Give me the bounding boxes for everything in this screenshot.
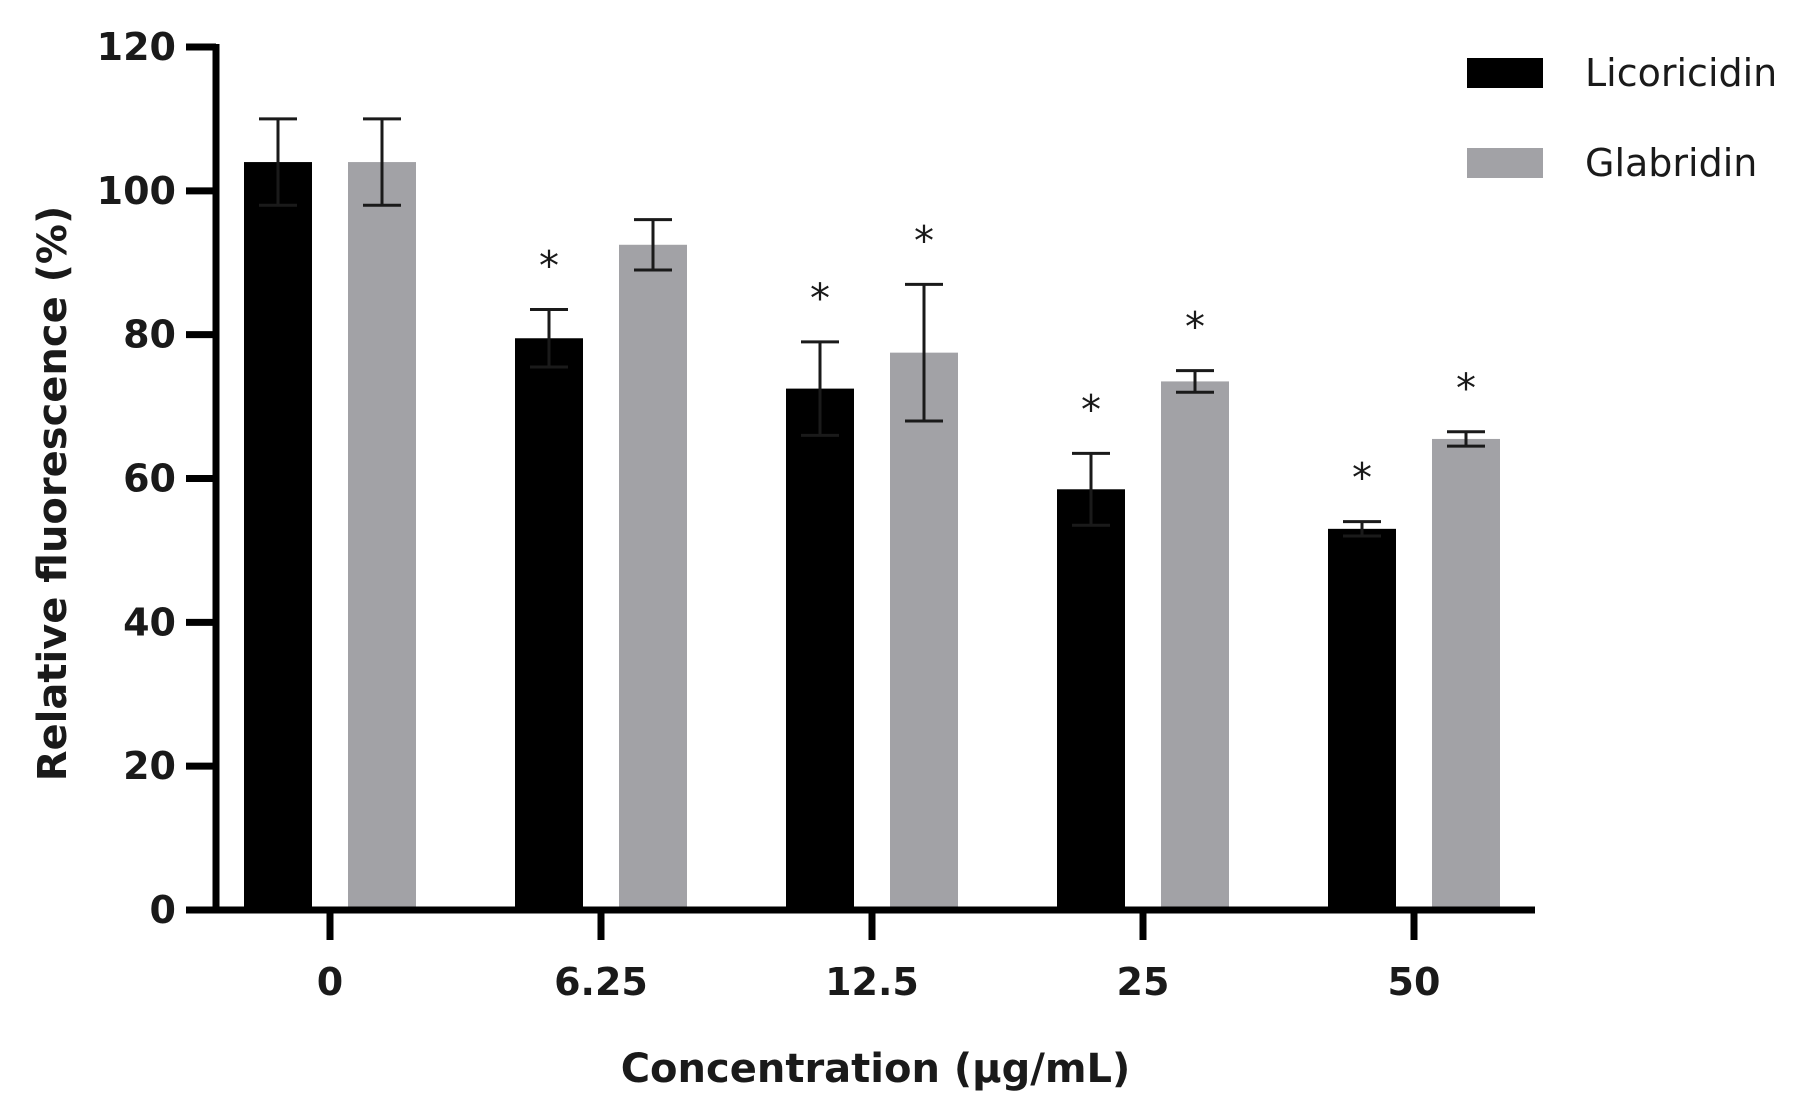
axes-group: 0 6.25 12.5 25 50 0 20 40 60 80 100 120 — [97, 25, 1535, 1004]
significance-glabridin-50: * — [1456, 366, 1476, 412]
x-tick-label: 12.5 — [825, 960, 919, 1004]
y-tick-label: 40 — [123, 600, 176, 644]
bar-licoricidin-6_25 — [515, 338, 583, 910]
error-bar-licoricidin-0 — [259, 117, 297, 207]
x-tick-label: 25 — [1117, 960, 1170, 1004]
bar-glabridin-50 — [1432, 438, 1500, 910]
error-bar-glabridin-6_25 — [634, 218, 672, 272]
legend-label-licoricidin: Licoricidin — [1585, 51, 1777, 95]
y-tick-label: 120 — [97, 25, 176, 69]
y-tick-label: 60 — [123, 457, 176, 501]
y-tick-label: 100 — [97, 169, 176, 213]
bar-licoricidin-12_5 — [786, 388, 854, 911]
bar-glabridin-6_25 — [619, 244, 687, 911]
error-bars-group — [259, 117, 1485, 538]
bar-licoricidin-0 — [244, 162, 312, 911]
x-tick-label: 6.25 — [554, 960, 648, 1004]
error-bar-glabridin-0 — [363, 117, 401, 207]
legend: Licoricidin Glabridin — [1467, 51, 1777, 185]
y-tick-label: 80 — [123, 313, 176, 357]
error-bar-glabridin-50 — [1447, 430, 1485, 448]
significance-licoricidin-6_25: * — [539, 243, 559, 289]
y-tick-label: 0 — [150, 888, 176, 932]
x-tick-label: 50 — [1388, 960, 1441, 1004]
significance-licoricidin-25: * — [1081, 387, 1101, 433]
bar-glabridin-0 — [348, 162, 416, 911]
significance-marks-group: * * * * * * * — [539, 218, 1476, 501]
error-bar-glabridin-12_5 — [905, 282, 943, 423]
bar-licoricidin-50 — [1328, 528, 1396, 910]
bar-licoricidin-25 — [1057, 489, 1125, 910]
error-bar-licoricidin-6_25 — [530, 307, 568, 369]
x-axis-title: Concentration (µg/mL) — [621, 1046, 1131, 1092]
legend-swatch-glabridin — [1467, 148, 1543, 178]
error-bar-licoricidin-12_5 — [801, 340, 839, 437]
error-bar-licoricidin-50 — [1343, 520, 1381, 538]
y-axis-title: Relative fluorescence (%) — [30, 206, 76, 782]
bar-glabridin-25 — [1161, 381, 1229, 911]
y-tick-label: 20 — [123, 744, 176, 788]
legend-swatch-licoricidin — [1467, 58, 1543, 88]
significance-glabridin-12_5: * — [914, 218, 934, 264]
x-tick-label: 0 — [317, 960, 343, 1004]
significance-licoricidin-12_5: * — [810, 276, 830, 322]
bars-group — [244, 162, 1500, 911]
significance-glabridin-25: * — [1185, 305, 1205, 351]
bar-glabridin-12_5 — [890, 352, 958, 910]
legend-label-glabridin: Glabridin — [1585, 141, 1757, 185]
significance-licoricidin-50: * — [1352, 456, 1372, 502]
error-bar-glabridin-25 — [1176, 369, 1214, 394]
error-bar-licoricidin-25 — [1072, 451, 1110, 527]
